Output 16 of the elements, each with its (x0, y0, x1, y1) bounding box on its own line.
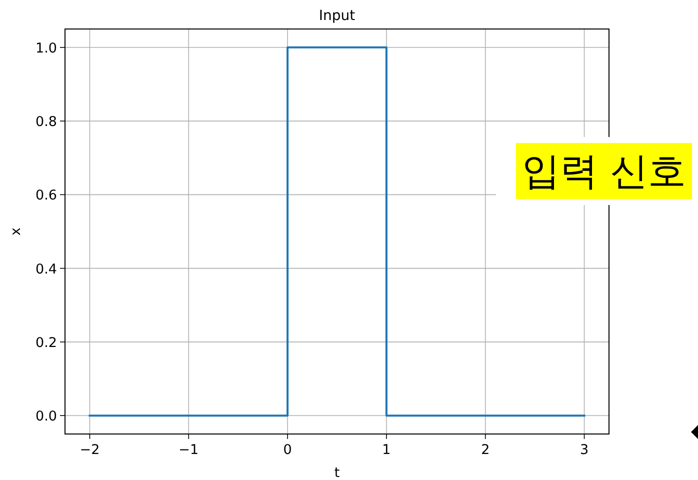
y-tick-label: 1.0 (36, 40, 57, 56)
y-axis-title: x (8, 228, 24, 236)
x-tick-label: −1 (178, 442, 199, 458)
x-tick-label: 0 (283, 442, 292, 458)
y-tick-label: 0.4 (36, 261, 57, 278)
y-tick-label: 0.8 (36, 114, 57, 130)
annotation: 입력 신호 (522, 149, 686, 193)
y-tick-label: 0.0 (36, 408, 57, 425)
x-tick-label: 1 (382, 442, 391, 458)
x-tick-label: 2 (481, 442, 490, 458)
x-tick-label: 3 (580, 442, 589, 458)
y-tick-label: 0.6 (36, 188, 57, 204)
x-tick-label: −2 (80, 442, 100, 458)
x-axis-title: t (334, 465, 340, 480)
y-tick-label: 0.2 (36, 334, 57, 351)
chart-title: Input (318, 8, 356, 24)
